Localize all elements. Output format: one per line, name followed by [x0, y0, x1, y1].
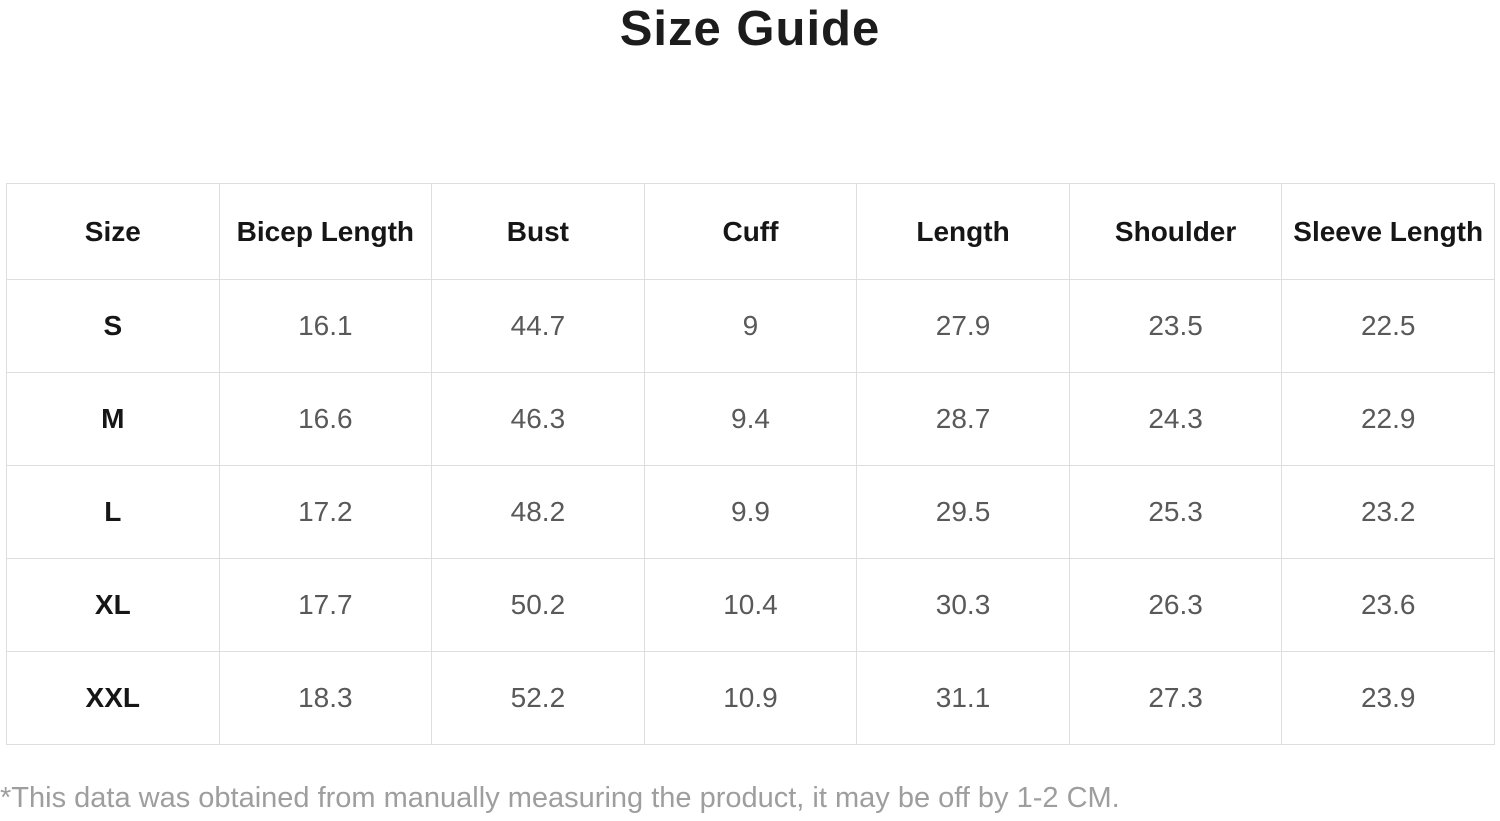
- measurement-value: 9.9: [643, 465, 858, 559]
- column-header-shoulder: Shoulder: [1068, 183, 1283, 280]
- measurement-disclaimer: *This data was obtained from manually me…: [0, 782, 1120, 814]
- size-label: S: [6, 279, 220, 373]
- measurement-value: 22.9: [1281, 372, 1495, 466]
- size-label: XL: [6, 558, 220, 652]
- column-header-length: Length: [856, 183, 1070, 280]
- measurement-value: 18.3: [218, 651, 433, 745]
- measurement-value: 9: [643, 279, 858, 373]
- size-label: M: [6, 372, 220, 466]
- measurement-value: 27.3: [1068, 651, 1283, 745]
- table-row-l: L 17.2 48.2 9.9 29.5 25.3 23.2: [6, 465, 1495, 559]
- table-row-s: S 16.1 44.7 9 27.9 23.5 22.5: [6, 279, 1495, 373]
- measurement-value: 48.2: [431, 465, 645, 559]
- size-label: XXL: [6, 651, 220, 745]
- column-header-bust: Bust: [431, 183, 645, 280]
- measurement-value: 24.3: [1068, 372, 1283, 466]
- measurement-value: 25.3: [1068, 465, 1283, 559]
- header-row: Size Bicep Length Bust Cuff Length Shoul…: [6, 183, 1495, 280]
- table-row-xxl: XXL 18.3 52.2 10.9 31.1 27.3 23.9: [6, 651, 1495, 745]
- measurement-value: 46.3: [431, 372, 645, 466]
- column-header-sleeve-length: Sleeve Length: [1281, 183, 1495, 280]
- measurement-value: 29.5: [856, 465, 1070, 559]
- size-guide-table-header: Size Bicep Length Bust Cuff Length Shoul…: [6, 183, 1495, 280]
- page-title: Size Guide: [619, 2, 881, 56]
- table-row-xl: XL 17.7 50.2 10.4 30.3 26.3 23.6: [6, 558, 1495, 652]
- measurement-value: 16.1: [218, 279, 433, 373]
- column-header-bicep-length: Bicep Length: [218, 183, 433, 280]
- measurement-value: 31.1: [856, 651, 1070, 745]
- measurement-value: 30.3: [856, 558, 1070, 652]
- measurement-value: 44.7: [431, 279, 645, 373]
- measurement-value: 17.7: [218, 558, 433, 652]
- measurement-value: 50.2: [431, 558, 645, 652]
- measurement-value: 26.3: [1068, 558, 1283, 652]
- measurement-value: 52.2: [431, 651, 645, 745]
- size-label: L: [6, 465, 220, 559]
- measurement-value: 23.6: [1281, 558, 1495, 652]
- measurement-value: 16.6: [218, 372, 433, 466]
- measurement-value: 17.2: [218, 465, 433, 559]
- measurement-value: 23.5: [1068, 279, 1283, 373]
- measurement-value: 10.9: [643, 651, 858, 745]
- size-guide-table-body: S 16.1 44.7 9 27.9 23.5 22.5 M 16.6 46.3…: [6, 279, 1495, 745]
- measurement-value: 28.7: [856, 372, 1070, 466]
- measurement-value: 9.4: [643, 372, 858, 466]
- measurement-value: 23.2: [1281, 465, 1495, 559]
- measurement-value: 22.5: [1281, 279, 1495, 373]
- column-header-cuff: Cuff: [643, 183, 858, 280]
- measurement-value: 27.9: [856, 279, 1070, 373]
- size-guide-table: Size Bicep Length Bust Cuff Length Shoul…: [6, 183, 1495, 745]
- measurement-value: 10.4: [643, 558, 858, 652]
- column-header-size: Size: [6, 183, 220, 280]
- measurement-value: 23.9: [1281, 651, 1495, 745]
- table-row-m: M 16.6 46.3 9.4 28.7 24.3 22.9: [6, 372, 1495, 466]
